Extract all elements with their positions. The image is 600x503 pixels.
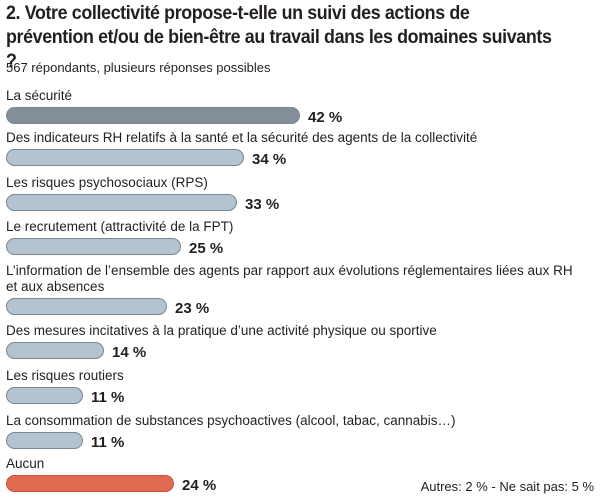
bar — [6, 238, 181, 255]
chart-subtitle: 567 répondants, plusieurs réponses possi… — [6, 60, 271, 75]
value-label: 33 % — [245, 196, 280, 213]
value-label: 25 % — [189, 240, 224, 257]
category-label: La sécurité — [6, 88, 73, 103]
bar — [6, 298, 167, 315]
bar — [6, 432, 83, 449]
category-label: Des indicateurs RH relatifs à la santé e… — [6, 130, 478, 145]
bar — [6, 107, 300, 124]
value-label: 11 % — [91, 434, 125, 451]
value-label: 11 % — [91, 389, 125, 406]
chart-title: 2. Votre collectivité propose-t-elle un … — [6, 3, 552, 72]
category-label: La consommation de substances psychoacti… — [6, 413, 456, 428]
category-label: Les risques routiers — [6, 368, 124, 383]
footnote: Autres: 2 % - Ne sait pas: 5 % — [420, 479, 594, 494]
category-label: Le recrutement (attractivité de la FPT) — [6, 219, 234, 234]
bar — [6, 475, 174, 492]
value-label: 24 % — [182, 477, 217, 494]
bar — [6, 194, 237, 211]
category-label: Des mesures incitatives à la pratique d’… — [6, 323, 437, 338]
value-label: 34 % — [252, 151, 287, 168]
category-label: Aucun — [6, 456, 45, 471]
value-label: 14 % — [112, 344, 147, 361]
value-label: 42 % — [308, 109, 343, 126]
value-label: 23 % — [175, 300, 210, 317]
bar — [6, 149, 244, 166]
category-label: Les risques psychosociaux (RPS) — [6, 175, 208, 190]
category-label: L’information de l’ensemble des agents p… — [6, 263, 573, 294]
bar — [6, 387, 83, 404]
bar — [6, 342, 104, 359]
